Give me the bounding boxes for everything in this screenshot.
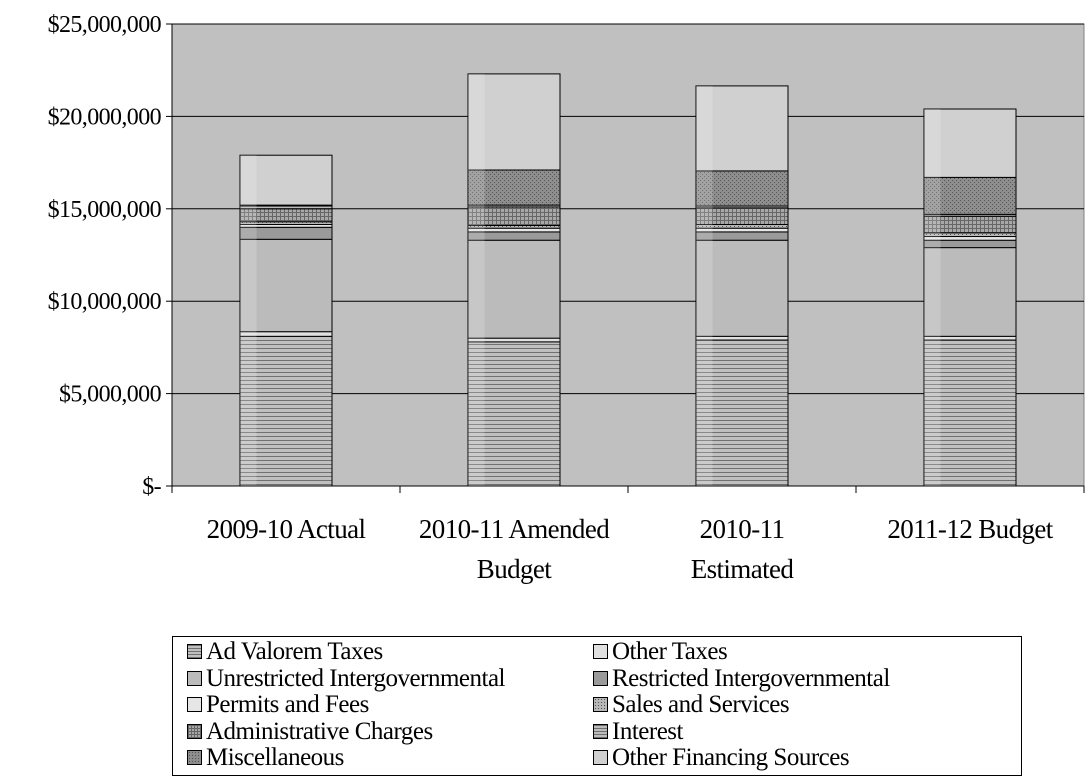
legend-label: Interest (612, 717, 683, 745)
x-tick-label: 2010-11 Estimated (691, 514, 795, 584)
legend-swatch (187, 644, 202, 659)
y-tick-label: $- (142, 474, 161, 500)
legend-item: Permits and Fees (187, 692, 369, 717)
legend: Ad Valorem Taxes Other Taxes Unrestricted … (172, 636, 1022, 776)
legend-label: Sales and Services (612, 691, 790, 718)
bar-segment (923, 108, 1017, 178)
legend-label: Miscellaneous (206, 744, 344, 771)
legend-label: Permits and Fees (206, 691, 369, 718)
legend-swatch (187, 723, 202, 739)
x-tick-label: 2009-10 Actual (207, 514, 366, 544)
y-tick-label: $15,000,000 (48, 197, 162, 223)
legend-swatch (593, 644, 608, 659)
legend-swatch (593, 723, 608, 739)
bar-segment (695, 339, 789, 487)
bar-stack (923, 108, 1017, 487)
bar-segment (467, 169, 561, 206)
legend-item: Other Taxes (593, 638, 728, 665)
bar-segment (695, 239, 789, 337)
legend-label: Other Taxes (612, 638, 728, 665)
legend-item: Miscellaneous (187, 745, 344, 770)
legend-item: Sales and Services (593, 691, 790, 718)
bar-highlight (240, 155, 257, 486)
legend-item: Unrestricted Intergovernmental (187, 664, 506, 692)
y-tick-label: $5,000,000 (59, 382, 162, 408)
legend-item: Administrative Charges (187, 719, 433, 744)
bar-segment (239, 238, 333, 333)
y-tick-label: $10,000,000 (48, 289, 162, 315)
bar-highlight (696, 85, 713, 487)
bar-stack (467, 73, 561, 487)
legend-item: Restricted Intergovernmental (593, 666, 890, 691)
bars (239, 73, 1017, 487)
legend-label: Unrestricted Intergovernmental (206, 664, 506, 692)
legend-label: Other Financing Sources (612, 744, 850, 771)
bar-highlight (468, 73, 485, 487)
legend-swatch (593, 697, 608, 712)
legend-swatch (187, 750, 202, 765)
bar-highlight (924, 109, 941, 487)
bar-segment (467, 239, 561, 339)
y-tick-labels: $- $5,000,000 $10,000,000 $15,000,000 $20,00… (48, 12, 172, 500)
bar-segment (239, 154, 333, 206)
y-tick-label: $20,000,000 (48, 104, 162, 130)
legend-label: Administrative Charges (206, 717, 433, 745)
legend-swatch (593, 750, 608, 765)
axes (171, 24, 1085, 493)
bar-segment (923, 247, 1017, 337)
legend-swatch (187, 697, 202, 712)
x-tick-label: 2011-12 Budget (887, 514, 1053, 544)
bar-segment (695, 170, 789, 207)
legend-item: Interest (593, 719, 683, 744)
bar-stack (239, 154, 333, 487)
legend-swatch (187, 670, 202, 686)
legend-item: Ad Valorem Taxes (187, 639, 383, 664)
bar-segment (467, 73, 561, 171)
x-tick-label: 2010-11 Amended Budget (419, 514, 610, 584)
x-tick-labels: 2009-10 Actual 2010-11 Amended Budget 2010-… (207, 514, 1055, 584)
y-tick-label: $25,000,000 (48, 12, 162, 38)
bar-segment (467, 341, 561, 487)
stacked-bar-chart: $- $5,000,000 $10,000,000 $15,000,000 $20,00… (48, 12, 1085, 584)
legend-swatch (593, 670, 608, 686)
bar-segment (923, 176, 1017, 215)
legend-item: Other Financing Sources (593, 744, 850, 771)
legend-label: Restricted Intergovernmental (612, 664, 890, 692)
legend-label: Ad Valorem Taxes (206, 638, 383, 665)
bar-segment (695, 85, 789, 172)
bar-stack (695, 85, 789, 487)
